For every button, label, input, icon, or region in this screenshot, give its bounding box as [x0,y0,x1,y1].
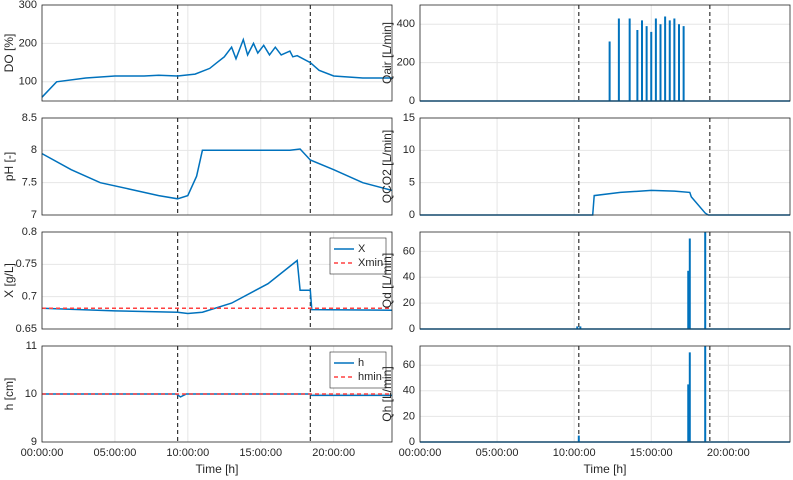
axes-box [419,117,791,216]
y-axis-label: Qh [L/min] [380,366,394,421]
legend-label: h [358,357,364,369]
data-line [41,148,393,200]
y-axis-label: X [g/L] [2,263,16,298]
legend-label: X [358,243,366,255]
y-tick-label: 11 [26,340,37,352]
y-tick-label: 5 [409,177,415,189]
y-tick-label: 60 [403,359,415,371]
y-tick-label: 300 [19,0,37,11]
y-tick-label: 40 [403,271,415,283]
y-axis-label: h [cm] [2,378,16,411]
y-axis-label: pH [-] [2,152,16,181]
y-tick-label: 200 [19,37,37,49]
y-tick-label: 20 [403,297,415,309]
axes-box [419,4,791,102]
x-tick-label: 15:00:00 [239,447,282,459]
axes-box [41,345,393,443]
data-line [41,259,393,315]
y-tick-label: 0 [409,323,415,335]
y-tick-label: 0.65 [16,323,37,335]
y-tick-label: 20 [403,410,415,422]
x-tick-label: 10:00:00 [553,447,596,459]
y-tick-label: 0 [409,436,415,448]
legend-box [329,351,387,389]
legend-box [329,237,387,275]
x-tick-label: 10:00:00 [166,447,209,459]
x-tick-label: 20:00:00 [707,447,750,459]
y-tick-label: 15 [403,112,415,124]
y-tick-label: 0.75 [16,258,37,270]
axes-box [419,231,791,330]
x-tick-label: 15:00:00 [630,447,673,459]
y-tick-label: 0 [409,209,415,221]
y-axis-label: Qd [L/min] [380,253,394,308]
x-tick-label: 20:00:00 [312,447,355,459]
y-tick-label: 8 [31,144,37,156]
y-tick-label: 7.5 [22,177,37,189]
y-tick-label: 8.5 [22,112,37,124]
y-tick-label: 0.8 [22,226,37,238]
y-tick-label: 10 [403,144,415,156]
data-line [41,37,392,98]
y-axis-label: Qair [L/min] [380,22,394,84]
x-tick-label: 00:00:00 [21,447,64,459]
y-tick-label: 10 [25,388,37,400]
y-tick-label: 7 [31,209,37,221]
y-axis-label: QCO2 [L/min] [380,130,394,203]
y-tick-label: 0.7 [22,291,37,303]
x-axis-label: Time [h] [584,462,627,476]
axes-box [41,4,393,102]
x-tick-label: 05:00:00 [94,447,137,459]
y-tick-label: 9 [31,436,37,448]
y-axis-label: DO [%] [2,34,16,73]
x-axis-label: Time [h] [196,462,239,476]
y-tick-label: 100 [19,76,37,88]
axes-box [41,117,393,216]
x-tick-label: 00:00:00 [399,447,442,459]
legend-label: hmin [358,371,382,383]
y-tick-label: 0 [409,95,415,107]
y-tick-label: 40 [403,385,415,397]
y-tick-label: 400 [397,18,415,30]
data-line [420,189,790,216]
y-tick-label: 60 [403,245,415,257]
x-tick-label: 05:00:00 [476,447,519,459]
axes-box [41,231,393,330]
axes-box [419,345,791,443]
y-tick-label: 200 [397,57,415,69]
legend-label: Xmin [358,257,383,269]
